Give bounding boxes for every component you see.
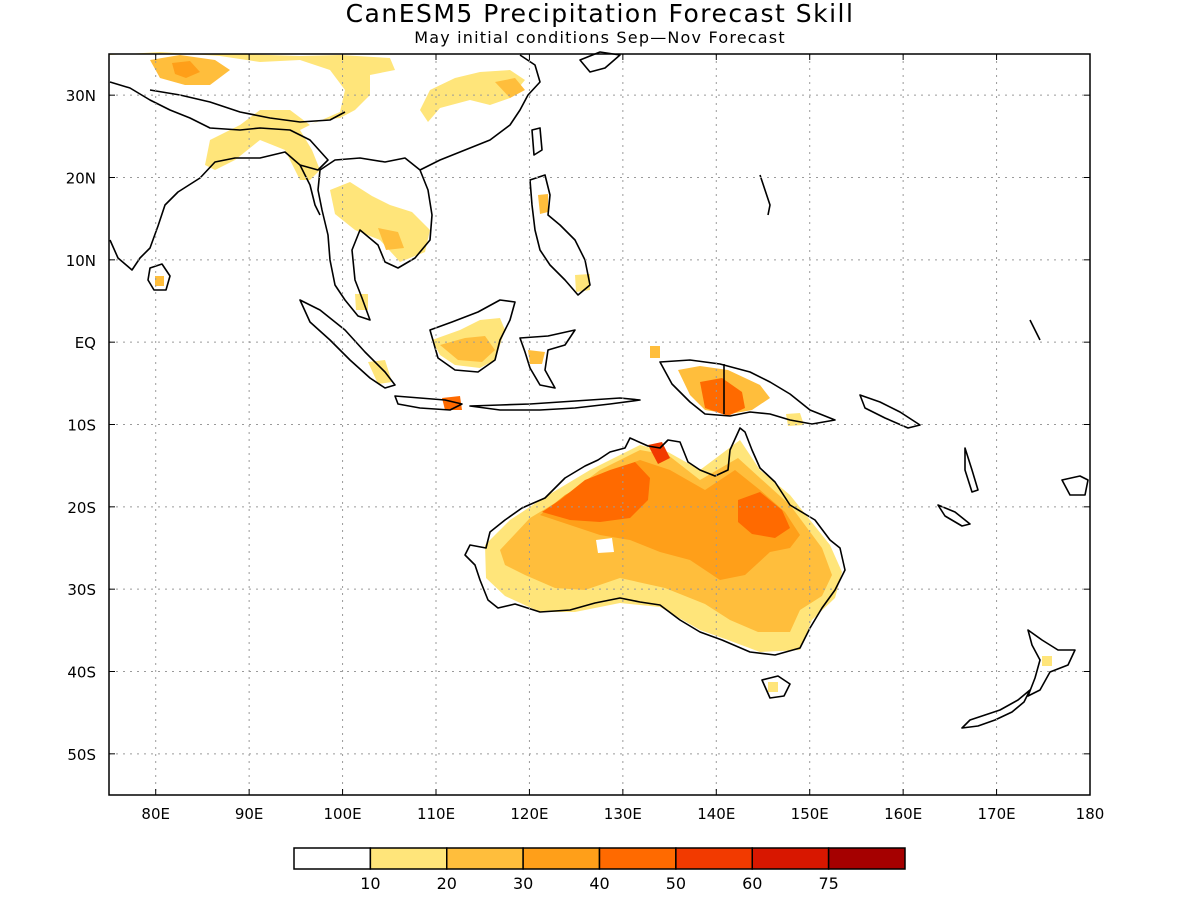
colorbar-swatch xyxy=(827,847,906,870)
colorbar-label: 60 xyxy=(742,874,762,893)
micronesia-dots xyxy=(759,174,771,216)
lon-tick-label: 180 xyxy=(1076,805,1105,823)
sri-lanka-coast xyxy=(147,263,171,291)
lon-tick-label: 90E xyxy=(235,805,264,823)
myanmar-boundary xyxy=(299,164,321,216)
taiwan-coast xyxy=(531,127,543,156)
colorbar-label: 75 xyxy=(818,874,838,893)
indochina-skill-10-20 xyxy=(330,182,430,262)
india-coast xyxy=(109,81,329,271)
moluccas-skill-20-30 xyxy=(650,346,660,358)
lat-tick-label: 40S xyxy=(67,664,96,682)
colorbar-swatch xyxy=(369,847,448,870)
lon-tick-label: 80E xyxy=(141,805,170,823)
australia-coast xyxy=(464,427,846,656)
tasmania-coast xyxy=(761,675,791,699)
sulawesi-skill-20-30 xyxy=(528,350,545,364)
colorbar-swatch xyxy=(522,847,601,870)
lon-tick-label: 160E xyxy=(884,805,922,823)
sumatra-coast xyxy=(299,299,396,389)
colorbar-label: 50 xyxy=(666,874,686,893)
colorbar-swatch xyxy=(598,847,677,870)
java-coast xyxy=(394,395,463,411)
sumatra-skill-10-20 xyxy=(368,360,392,384)
lat-tick-label: 10N xyxy=(66,252,96,270)
fiji xyxy=(1061,475,1089,496)
china-coast xyxy=(419,54,541,171)
colorbar-label: 10 xyxy=(360,874,380,893)
colorbar-swatch xyxy=(446,847,524,870)
marshall-dots xyxy=(1029,319,1041,341)
japan-coast xyxy=(579,51,621,73)
lon-tick-label: 170E xyxy=(978,805,1016,823)
lat-tick-label: EQ xyxy=(75,334,96,352)
lat-tick-label: 50S xyxy=(67,746,96,764)
new-zealand-skill xyxy=(1042,656,1052,666)
lat-tick-label: 30S xyxy=(67,581,96,599)
philippines-coast xyxy=(529,174,591,296)
lon-tick-label: 140E xyxy=(697,805,735,823)
skill-shading xyxy=(110,52,1052,692)
lat-tick-label: 10S xyxy=(67,417,96,435)
colorbar-swatch xyxy=(751,847,830,870)
map-title: CanESM5 Precipitation Forecast Skill xyxy=(345,0,855,28)
colorbar-label: 30 xyxy=(513,874,533,893)
philippines-skill-20-30 xyxy=(538,194,548,214)
map-subtitle: May initial conditions Sep—Nov Forecast xyxy=(414,28,786,47)
lon-tick-label: 100E xyxy=(324,805,362,823)
australia-skill-40-50-east xyxy=(738,492,790,538)
sulawesi-coast xyxy=(519,329,576,389)
indochina-skill-20-30 xyxy=(378,228,404,250)
solomon-islands xyxy=(859,394,921,429)
vanuatu xyxy=(964,447,979,493)
new-caledonia xyxy=(937,504,971,527)
colorbar-label: 20 xyxy=(437,874,457,893)
china-skill-20-30 xyxy=(495,78,525,98)
colorbar-swatch xyxy=(293,847,372,870)
himalaya-boundary xyxy=(149,89,346,123)
australia-skill-hole xyxy=(596,538,614,553)
colorbar-label: 40 xyxy=(589,874,609,893)
lat-tick-label: 20S xyxy=(67,499,96,517)
coastlines xyxy=(109,51,1089,729)
india-tibet-skill-10-20 xyxy=(110,52,395,180)
new-guinea-skill-40-50 xyxy=(700,378,745,416)
lat-tick-label: 20N xyxy=(66,170,96,188)
new-guinea-coast xyxy=(659,359,836,425)
lat-tick-label: 30N xyxy=(66,87,96,105)
australia-skill-40-50-north xyxy=(542,462,650,522)
lon-tick-label: 120E xyxy=(510,805,548,823)
lon-tick-label: 150E xyxy=(791,805,829,823)
lon-tick-label: 110E xyxy=(417,805,455,823)
lesser-sunda-coast xyxy=(469,397,641,411)
nz-north-island xyxy=(1027,629,1076,697)
lon-tick-label: 130E xyxy=(604,805,642,823)
colorbar-swatch xyxy=(675,847,753,870)
sri-lanka-skill xyxy=(155,276,164,286)
tasmania-skill xyxy=(768,682,778,692)
new-guinea-skill-10-20-east xyxy=(786,413,804,426)
tibet-skill-30-40 xyxy=(172,61,200,78)
borneo-coast xyxy=(429,299,516,373)
nz-south-island xyxy=(961,689,1031,729)
indochina-coast xyxy=(317,157,433,321)
